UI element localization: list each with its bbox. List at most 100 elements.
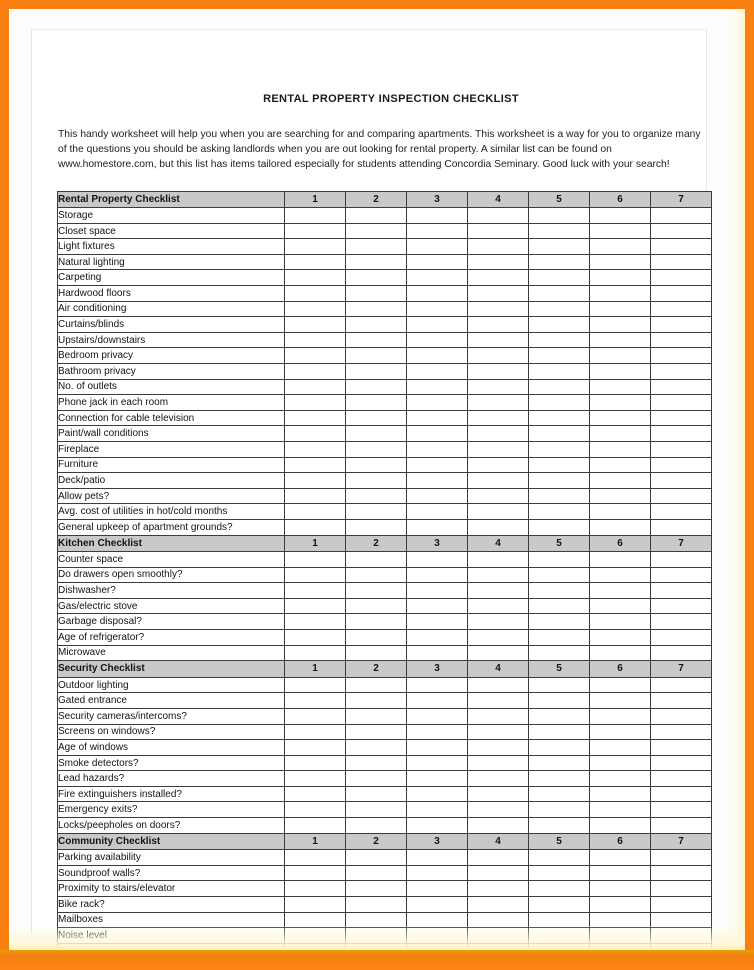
checklist-answer-cell[interactable] <box>284 754 346 772</box>
checklist-answer-cell[interactable] <box>589 441 651 458</box>
checklist-answer-cell[interactable] <box>284 644 346 662</box>
checklist-answer-cell[interactable] <box>650 253 712 271</box>
checklist-answer-cell[interactable] <box>467 487 529 505</box>
checklist-answer-cell[interactable] <box>589 817 651 834</box>
checklist-answer-cell[interactable] <box>284 456 346 474</box>
checklist-answer-cell[interactable] <box>406 613 468 631</box>
checklist-answer-cell[interactable] <box>284 582 346 599</box>
checklist-answer-cell[interactable] <box>345 739 407 756</box>
checklist-answer-cell[interactable] <box>345 518 407 536</box>
checklist-answer-cell[interactable] <box>284 551 346 568</box>
checklist-answer-cell[interactable] <box>284 566 346 584</box>
checklist-answer-cell[interactable] <box>467 316 529 333</box>
checklist-answer-cell[interactable] <box>467 331 529 349</box>
checklist-answer-cell[interactable] <box>528 253 590 271</box>
checklist-answer-cell[interactable] <box>406 300 468 318</box>
checklist-answer-cell[interactable] <box>528 472 590 489</box>
checklist-answer-cell[interactable] <box>467 378 529 396</box>
checklist-answer-cell[interactable] <box>406 285 468 302</box>
checklist-answer-cell[interactable] <box>345 487 407 505</box>
checklist-answer-cell[interactable] <box>345 222 407 240</box>
checklist-answer-cell[interactable] <box>589 207 651 224</box>
checklist-answer-cell[interactable] <box>589 692 651 709</box>
checklist-answer-cell[interactable] <box>345 817 407 834</box>
checklist-answer-cell[interactable] <box>345 942 407 950</box>
checklist-answer-cell[interactable] <box>406 331 468 349</box>
checklist-answer-cell[interactable] <box>345 551 407 568</box>
checklist-answer-cell[interactable] <box>589 425 651 443</box>
checklist-answer-cell[interactable] <box>467 597 529 615</box>
checklist-answer-cell[interactable] <box>345 880 407 897</box>
checklist-answer-cell[interactable] <box>528 754 590 772</box>
checklist-answer-cell[interactable] <box>467 613 529 631</box>
checklist-answer-cell[interactable] <box>345 238 407 255</box>
checklist-answer-cell[interactable] <box>528 316 590 333</box>
checklist-answer-cell[interactable] <box>589 472 651 489</box>
checklist-answer-cell[interactable] <box>528 518 590 536</box>
checklist-answer-cell[interactable] <box>589 770 651 787</box>
checklist-answer-cell[interactable] <box>650 723 712 741</box>
checklist-answer-cell[interactable] <box>528 707 590 725</box>
checklist-answer-cell[interactable] <box>650 754 712 772</box>
checklist-answer-cell[interactable] <box>406 817 468 834</box>
checklist-answer-cell[interactable] <box>528 676 590 694</box>
checklist-answer-cell[interactable] <box>528 597 590 615</box>
checklist-answer-cell[interactable] <box>284 487 346 505</box>
checklist-answer-cell[interactable] <box>650 597 712 615</box>
checklist-answer-cell[interactable] <box>650 285 712 302</box>
checklist-answer-cell[interactable] <box>284 331 346 349</box>
checklist-answer-cell[interactable] <box>467 222 529 240</box>
checklist-answer-cell[interactable] <box>345 785 407 803</box>
checklist-answer-cell[interactable] <box>528 582 590 599</box>
checklist-answer-cell[interactable] <box>284 864 346 882</box>
checklist-answer-cell[interactable] <box>345 911 407 929</box>
checklist-answer-cell[interactable] <box>528 378 590 396</box>
checklist-answer-cell[interactable] <box>467 394 529 411</box>
checklist-answer-cell[interactable] <box>650 692 712 709</box>
checklist-answer-cell[interactable] <box>345 425 407 443</box>
checklist-answer-cell[interactable] <box>406 222 468 240</box>
checklist-answer-cell[interactable] <box>467 551 529 568</box>
checklist-answer-cell[interactable] <box>406 707 468 725</box>
checklist-answer-cell[interactable] <box>467 425 529 443</box>
checklist-answer-cell[interactable] <box>467 285 529 302</box>
checklist-answer-cell[interactable] <box>284 911 346 929</box>
checklist-answer-cell[interactable] <box>406 456 468 474</box>
checklist-answer-cell[interactable] <box>589 582 651 599</box>
checklist-answer-cell[interactable] <box>528 629 590 646</box>
checklist-answer-cell[interactable] <box>589 566 651 584</box>
checklist-answer-cell[interactable] <box>650 363 712 380</box>
checklist-answer-cell[interactable] <box>284 770 346 787</box>
checklist-answer-cell[interactable] <box>589 785 651 803</box>
checklist-answer-cell[interactable] <box>284 207 346 224</box>
checklist-answer-cell[interactable] <box>528 347 590 365</box>
checklist-answer-cell[interactable] <box>406 503 468 520</box>
checklist-answer-cell[interactable] <box>650 207 712 224</box>
checklist-answer-cell[interactable] <box>406 849 468 866</box>
checklist-answer-cell[interactable] <box>650 895 712 913</box>
checklist-answer-cell[interactable] <box>528 739 590 756</box>
checklist-answer-cell[interactable] <box>284 849 346 866</box>
checklist-answer-cell[interactable] <box>345 849 407 866</box>
checklist-answer-cell[interactable] <box>528 269 590 287</box>
checklist-answer-cell[interactable] <box>345 895 407 913</box>
checklist-answer-cell[interactable] <box>528 911 590 929</box>
checklist-answer-cell[interactable] <box>650 331 712 349</box>
checklist-answer-cell[interactable] <box>345 770 407 787</box>
checklist-answer-cell[interactable] <box>467 864 529 882</box>
checklist-answer-cell[interactable] <box>650 739 712 756</box>
checklist-answer-cell[interactable] <box>406 518 468 536</box>
checklist-answer-cell[interactable] <box>650 770 712 787</box>
checklist-answer-cell[interactable] <box>528 285 590 302</box>
checklist-answer-cell[interactable] <box>345 676 407 694</box>
checklist-answer-cell[interactable] <box>589 754 651 772</box>
checklist-answer-cell[interactable] <box>284 927 346 944</box>
checklist-answer-cell[interactable] <box>467 503 529 520</box>
checklist-answer-cell[interactable] <box>528 207 590 224</box>
checklist-answer-cell[interactable] <box>406 347 468 365</box>
checklist-answer-cell[interactable] <box>345 331 407 349</box>
checklist-answer-cell[interactable] <box>467 644 529 662</box>
checklist-answer-cell[interactable] <box>406 895 468 913</box>
checklist-answer-cell[interactable] <box>284 316 346 333</box>
checklist-answer-cell[interactable] <box>345 503 407 520</box>
